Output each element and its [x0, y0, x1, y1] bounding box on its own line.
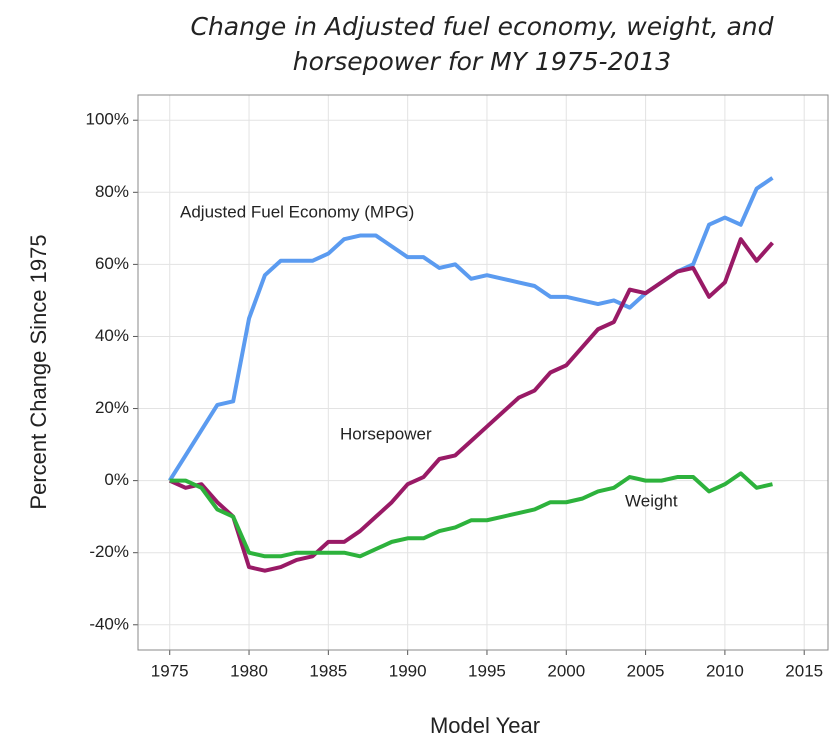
- chart-title: horsepower for MY 1975-2013: [293, 47, 671, 76]
- y-tick-label: -40%: [89, 614, 129, 633]
- x-tick-label: 2005: [627, 661, 665, 680]
- x-tick-label: 1975: [151, 661, 189, 680]
- x-tick-label: 1990: [389, 661, 427, 680]
- series-annotation: Weight: [625, 491, 678, 510]
- x-tick-label: 1980: [230, 661, 268, 680]
- x-tick-label: 1985: [309, 661, 347, 680]
- x-tick-label: 2000: [547, 661, 585, 680]
- data-line: [169, 471, 773, 559]
- y-tick-label: 40%: [95, 326, 129, 345]
- data-line: [168, 237, 774, 573]
- plot-border: [137, 94, 829, 651]
- x-tick-label: 2010: [706, 661, 744, 680]
- x-tick-label: 1995: [468, 661, 506, 680]
- series-annotation: Horsepower: [340, 424, 432, 443]
- x-tick-label: 2015: [785, 661, 823, 680]
- plot-area: -40% -20% 0% 20% 40% 60% 80% 100% 1975 1980 1985 19…: [86, 94, 829, 680]
- chart-title: Change in Adjusted fuel economy, weight,…: [191, 12, 774, 41]
- series-annotation: Adjusted Fuel Economy (MPG): [180, 202, 414, 221]
- y-tick-label: -20%: [89, 542, 129, 561]
- y-tick-label: 20%: [95, 398, 129, 417]
- y-tick-label: 100%: [86, 110, 129, 129]
- plot-background: [137, 94, 829, 651]
- y-tick-label: 0%: [104, 470, 129, 489]
- y-tick-label: 80%: [95, 182, 129, 201]
- y-axis-label: Percent Change Since 1975: [26, 234, 51, 509]
- y-tick-label: 60%: [95, 254, 129, 273]
- x-axis-label: Model Year: [430, 713, 540, 738]
